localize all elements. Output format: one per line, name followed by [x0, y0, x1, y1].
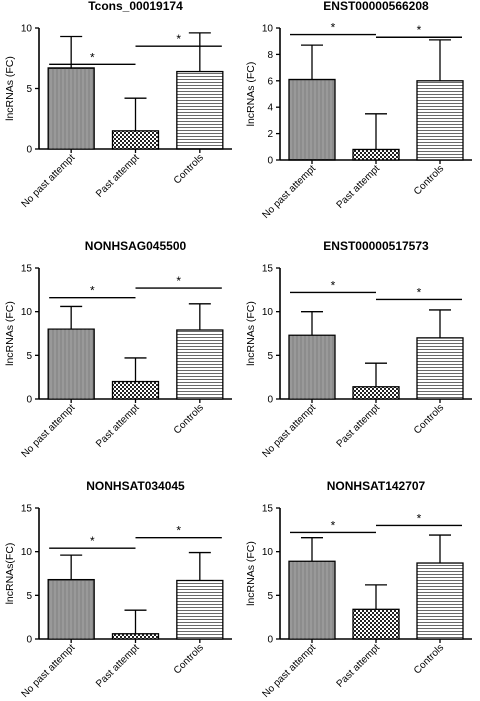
- category-label: Past attempt: [335, 402, 383, 450]
- y-tick-label: 0: [267, 395, 273, 406]
- y-tick-label: 5: [26, 84, 32, 95]
- category-label: No past attempt: [20, 402, 78, 460]
- chart-panel: NONHSAG045500 lncRNAs (FC) 0 5 10 15 No past a…: [4, 239, 232, 460]
- significance-label: *: [176, 274, 181, 288]
- bar: [111, 380, 160, 400]
- category-label: Controls: [412, 402, 446, 436]
- y-tick-label: 10: [21, 547, 33, 558]
- category-label: Controls: [412, 163, 446, 197]
- bar: [288, 78, 336, 161]
- chart-panel: NONHSAT142707 lncRNAs (FC) 0 5 10 15 No past a…: [245, 479, 472, 700]
- chart-panel: Tcons_00019174 lncRNAs (FC) 0 5 10 No past at…: [4, 0, 232, 210]
- y-tick-label: 10: [262, 24, 274, 35]
- category-label: Past attempt: [335, 642, 383, 690]
- bar: [111, 130, 160, 150]
- y-tick-label: 10: [21, 24, 33, 35]
- chart-title: NONHSAG045500: [85, 239, 187, 253]
- chart-panel: ENST00000517573 lncRNAs (FC) 0 5 10 15 No past…: [245, 239, 472, 460]
- chart-panel: NONHSAT034045 lncRNAs(FC) 0 5 10 15 No past at…: [4, 479, 232, 700]
- y-tick-label: 15: [262, 264, 274, 275]
- significance-label: *: [331, 518, 336, 532]
- significance-label: *: [176, 524, 181, 538]
- y-tick-label: 10: [262, 547, 274, 558]
- y-tick-label: 15: [262, 504, 274, 515]
- chart-title: Tcons_00019174: [88, 0, 183, 13]
- significance-label: *: [417, 511, 422, 525]
- y-tick-label: 0: [267, 635, 273, 646]
- y-axis-label: lncRNAs(FC): [4, 543, 16, 605]
- category-label: Controls: [412, 642, 446, 676]
- y-tick-label: 15: [21, 264, 33, 275]
- y-axis-label: lncRNAs (FC): [4, 301, 16, 366]
- y-tick-label: 5: [267, 351, 273, 362]
- significance-label: *: [90, 534, 95, 548]
- y-tick-label: 5: [267, 591, 273, 602]
- y-tick-label: 0: [26, 145, 32, 156]
- chart-title: NONHSAT034045: [86, 479, 185, 493]
- category-label: No past attempt: [260, 402, 318, 460]
- significance-label: *: [417, 285, 422, 299]
- y-axis-label: lncRNAs (FC): [245, 541, 257, 606]
- bar: [176, 579, 224, 640]
- y-tick-label: 8: [267, 50, 273, 61]
- y-tick-label: 2: [267, 129, 273, 140]
- y-axis-label: lncRNAs (FC): [245, 301, 257, 366]
- significance-label: *: [90, 284, 95, 298]
- bar: [352, 148, 400, 161]
- significance-label: *: [176, 32, 181, 46]
- category-label: No past attempt: [260, 163, 318, 221]
- chart-title: ENST00000517573: [323, 239, 429, 253]
- significance-label: *: [417, 23, 422, 37]
- bar: [288, 334, 336, 400]
- y-tick-label: 4: [267, 103, 273, 114]
- y-axis-label: lncRNAs (FC): [245, 62, 257, 127]
- chart-panel: ENST00000566208 lncRNAs (FC) 0 2 4 6 8 10 No pas…: [245, 0, 472, 221]
- significance-label: *: [331, 278, 336, 292]
- y-tick-label: 0: [267, 156, 273, 167]
- category-label: Past attempt: [335, 163, 383, 211]
- chart-title: ENST00000566208: [323, 0, 429, 13]
- y-tick-label: 10: [21, 307, 33, 318]
- category-label: No past attempt: [20, 152, 78, 210]
- bar: [47, 67, 95, 150]
- chart-title: NONHSAT142707: [327, 479, 426, 493]
- category-label: No past attempt: [260, 642, 318, 700]
- bar: [416, 337, 464, 400]
- category-label: Past attempt: [94, 642, 142, 690]
- bar: [352, 608, 400, 640]
- y-tick-label: 5: [26, 351, 32, 362]
- bar: [176, 70, 224, 150]
- category-label: Controls: [172, 642, 206, 676]
- category-label: Past attempt: [94, 402, 142, 450]
- y-tick-label: 5: [26, 591, 32, 602]
- category-label: Past attempt: [94, 152, 142, 200]
- bar: [47, 328, 95, 400]
- y-tick-label: 6: [267, 76, 273, 87]
- bar: [111, 633, 160, 640]
- bar: [416, 80, 464, 161]
- category-label: Controls: [172, 402, 206, 436]
- category-label: Controls: [172, 152, 206, 186]
- bar: [416, 562, 464, 640]
- y-tick-label: 10: [262, 307, 274, 318]
- bar: [288, 560, 336, 640]
- significance-label: *: [90, 50, 95, 64]
- bar: [47, 578, 95, 640]
- y-tick-label: 15: [21, 504, 33, 515]
- category-label: No past attempt: [20, 642, 78, 700]
- y-tick-label: 0: [26, 395, 32, 406]
- significance-label: *: [331, 21, 336, 35]
- y-tick-label: 0: [26, 635, 32, 646]
- bar: [352, 386, 400, 400]
- bar: [176, 329, 224, 400]
- y-axis-label: lncRNAs (FC): [4, 56, 16, 121]
